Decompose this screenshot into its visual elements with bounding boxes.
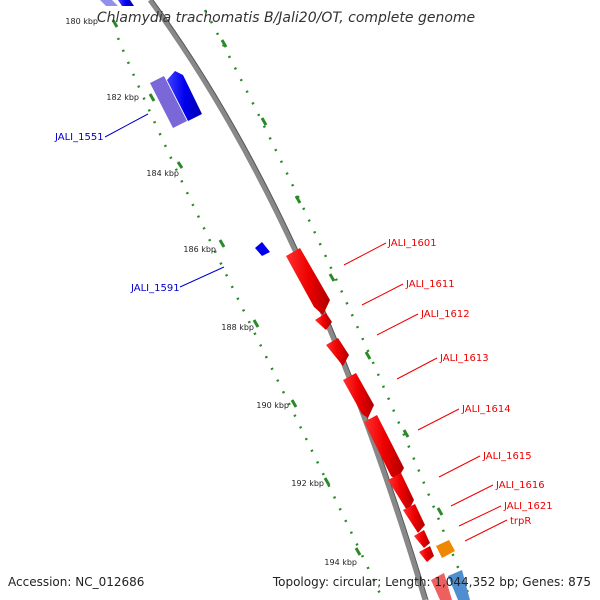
major-tick-mark — [218, 239, 226, 248]
gene-label-jali-1612[interactable]: JALI_1612 — [420, 309, 470, 320]
leader-jali-1612 — [376, 313, 419, 336]
label-leaders — [104, 113, 508, 542]
major-tick-mark — [436, 507, 444, 516]
accession-text: Accession: NC_012686 — [8, 575, 144, 589]
gene-feature-jali-1551-faded[interactable] — [150, 76, 187, 128]
leader-jali-1616 — [450, 484, 494, 507]
gene-feature-bottom-blue[interactable] — [448, 570, 470, 600]
gene-feature-jali-1621[interactable] — [414, 530, 430, 548]
genome-backbone-shadow — [152, 0, 429, 600]
gene-feature-trpr[interactable] — [436, 540, 455, 558]
gene-feature-jali-1611[interactable] — [315, 313, 332, 330]
major-tick-mark — [364, 351, 372, 360]
inner-dotted-track — [116, 37, 384, 599]
gene-feature-jali-1601[interactable] — [286, 248, 330, 315]
gene-feature-top-faded[interactable] — [100, 0, 118, 6]
map-title: Chlamydia trachomatis B/Jali20/OT, compl… — [97, 10, 475, 26]
tick-label: 192 kbp — [291, 479, 324, 488]
major-tick-mark — [402, 429, 410, 438]
gene-label-jali-1611[interactable]: JALI_1611 — [405, 279, 455, 290]
gene-feature-bottom[interactable] — [431, 573, 452, 600]
major-tick-mark — [290, 399, 298, 408]
gene-label-jali-1591[interactable]: JALI_1591 — [130, 283, 180, 294]
leader-jali-1615 — [438, 455, 481, 478]
tick-track — [111, 9, 472, 599]
forward-strand-genes — [100, 0, 270, 256]
leader-trpr — [464, 519, 508, 542]
leader-jali-1611 — [361, 283, 404, 306]
major-tick-mark — [260, 117, 268, 126]
topology-text: Topology: circular; Length: 1,044,352 bp… — [272, 575, 591, 589]
gene-feature-jali-1551[interactable] — [167, 71, 202, 121]
major-tick-mark — [111, 19, 119, 28]
major-tick-mark — [294, 195, 302, 204]
genome-backbone — [147, 0, 428, 600]
leader-jali-1591 — [179, 266, 225, 288]
tick-label: 184 kbp — [146, 169, 179, 178]
major-tick-marks — [111, 19, 444, 556]
gene-feature-jali-1591[interactable] — [255, 242, 270, 256]
major-tick-mark — [176, 161, 184, 169]
gene-label-jali-1613[interactable]: JALI_1613 — [439, 353, 489, 364]
leader-jali-1621 — [458, 505, 502, 527]
tick-label: 188 kbp — [221, 323, 254, 332]
tick-label: 182 kbp — [106, 93, 139, 102]
gene-labels: JALI_1551 JALI_1591 JALI_1601 JALI_1611 … — [54, 132, 553, 527]
major-tick-mark — [323, 477, 331, 486]
gene-label-jali-1616[interactable]: JALI_1616 — [495, 480, 545, 491]
leader-jali-1601 — [343, 242, 387, 266]
outer-dotted-track — [203, 9, 472, 599]
gene-label-jali-1601[interactable]: JALI_1601 — [387, 238, 437, 249]
tick-label: 180 kbp — [65, 17, 98, 26]
gene-feature-top[interactable] — [118, 0, 134, 6]
gene-label-jali-1551[interactable]: JALI_1551 — [54, 132, 104, 143]
major-tick-mark — [328, 273, 336, 282]
major-tick-mark — [354, 547, 362, 556]
major-tick-mark — [220, 39, 228, 48]
gene-feature-jali-1614[interactable] — [364, 415, 404, 480]
major-tick-mark — [148, 93, 156, 102]
gene-label-jali-1615[interactable]: JALI_1615 — [482, 451, 532, 462]
gene-feature-jali-1616[interactable] — [403, 504, 425, 533]
leader-jali-1613 — [396, 357, 438, 380]
gene-label-jali-1614[interactable]: JALI_1614 — [461, 404, 511, 415]
leader-jali-1614 — [417, 408, 460, 431]
tick-label: 186 kbp — [183, 245, 216, 254]
tick-label: 194 kbp — [324, 558, 357, 567]
gene-feature-jali-1612[interactable] — [326, 338, 349, 366]
gene-label-jali-1621[interactable]: JALI_1621 — [503, 501, 553, 512]
gene-label-trpr[interactable]: trpR — [510, 516, 531, 527]
gene-feature-small[interactable] — [419, 546, 434, 562]
tick-labels: 180 kbp 182 kbp 184 kbp 186 kbp 188 kbp … — [65, 17, 357, 567]
gene-feature-jali-1615[interactable] — [388, 473, 414, 512]
reverse-strand-genes — [286, 248, 470, 600]
major-tick-mark — [252, 319, 260, 328]
gene-feature-jali-1613[interactable] — [343, 373, 374, 418]
tick-label: 190 kbp — [256, 401, 289, 410]
leader-jali-1551 — [104, 113, 149, 138]
